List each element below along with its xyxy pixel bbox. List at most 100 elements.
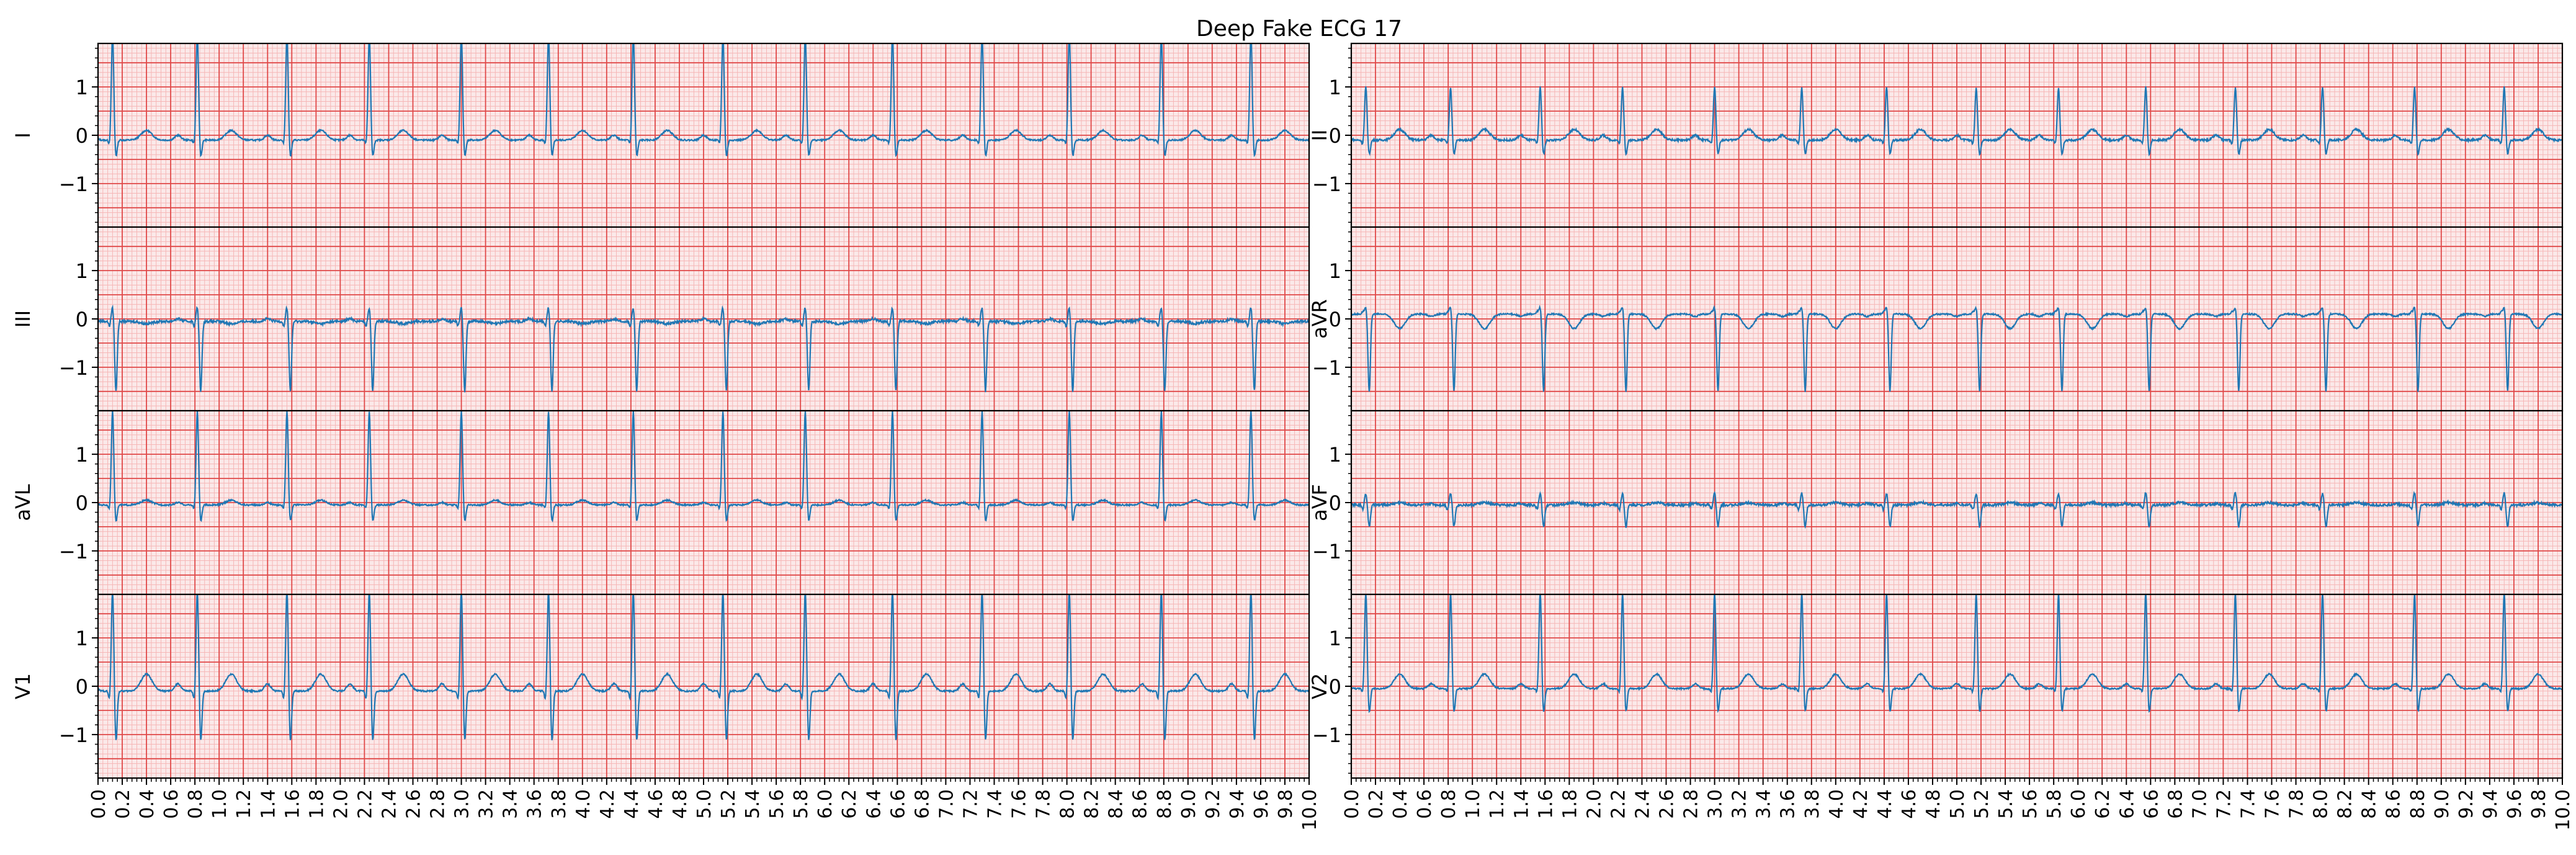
x-tick-label: 7.8 — [2286, 789, 2308, 819]
lead-label-v1: V1 — [11, 673, 35, 699]
x-tick-label: 7.0 — [936, 789, 957, 819]
x-tick-label: 5.8 — [790, 789, 812, 819]
x-tick-label: 1.2 — [1487, 789, 1508, 819]
y-tick-label: 1 — [76, 627, 88, 650]
x-tick-label: 4.8 — [669, 789, 691, 819]
x-tick-label: 8.2 — [2335, 789, 2356, 819]
x-tick-label: 6.2 — [839, 789, 861, 819]
y-tick-label: 0 — [1329, 491, 1341, 515]
lead-label-v2: V2 — [1308, 673, 1331, 699]
x-tick-label: 2.8 — [427, 789, 449, 819]
lead-panel-iii: 1 0 −1 III — [11, 226, 1310, 412]
x-tick-label: 0.2 — [1366, 789, 1387, 819]
x-tick-label: 1.8 — [1559, 789, 1581, 819]
x-tick-label: 2.0 — [330, 789, 352, 819]
x-tick-label: 5.4 — [1995, 789, 2017, 819]
x-tick-label: 8.0 — [1057, 789, 1079, 819]
x-tick-label: 0.8 — [1438, 789, 1460, 819]
x-tick-label: 4.8 — [1923, 789, 1944, 819]
x-tick-label: 0.6 — [161, 789, 182, 819]
x-tick-label: 8.6 — [2383, 789, 2405, 819]
x-tick-label: 4.6 — [645, 789, 667, 819]
x-tick-label: 4.2 — [1850, 789, 1872, 819]
x-tick-label: 6.0 — [815, 789, 836, 819]
x-tick-label: 7.2 — [2213, 789, 2235, 819]
y-tick-label: 1 — [76, 76, 88, 99]
x-tick-label: 0.6 — [1414, 789, 1436, 819]
x-tick-label: 8.8 — [1154, 789, 1176, 819]
x-tick-label: 2.4 — [378, 789, 400, 819]
x-tick-label: 4.6 — [1898, 789, 1920, 819]
x-tick-label: 10.0 — [2552, 789, 2574, 831]
x-tick-label: 9.0 — [2431, 789, 2453, 819]
lead-panel-i: 1 0 −1 I — [11, 42, 1310, 228]
x-tick-label: 0.2 — [112, 789, 134, 819]
lead-label-avr: aVR — [1308, 299, 1331, 339]
y-tick-label: 1 — [1329, 443, 1341, 467]
x-tick-label: 1.0 — [1462, 789, 1484, 819]
lead-label-i: I — [11, 132, 35, 138]
x-tick-label: 9.2 — [2456, 789, 2477, 819]
x-tick-label: 10.0 — [1299, 789, 1321, 831]
x-tick-label: 8.0 — [2310, 789, 2332, 819]
y-tick-label: −1 — [1312, 540, 1341, 563]
y-tick-label: −1 — [1312, 172, 1341, 196]
x-tick-label: 2.0 — [1583, 789, 1605, 819]
x-tick-label: 6.6 — [887, 789, 909, 819]
x-tick-label: 9.4 — [2480, 789, 2502, 819]
x-tick-label: 3.6 — [1778, 789, 1799, 819]
x-tick-label: 3.6 — [524, 789, 546, 819]
x-tick-label: 9.8 — [2528, 789, 2550, 819]
x-tick-label: 6.2 — [2092, 789, 2114, 819]
figure-title: Deep Fake ECG 17 — [1196, 16, 1402, 42]
x-tick-label: 6.6 — [2140, 789, 2162, 819]
y-tick-label: 0 — [1329, 308, 1341, 331]
x-tick-label: 5.0 — [1947, 789, 1969, 819]
x-tick-label: 6.0 — [2068, 789, 2090, 819]
x-tick-label: 3.8 — [1802, 789, 1823, 819]
x-tick-label: 0.4 — [1390, 789, 1411, 819]
y-minor-ticks — [95, 415, 98, 590]
x-tick-label: 5.4 — [742, 789, 764, 819]
x-tick-label: 9.0 — [1178, 789, 1200, 819]
x-tick-label: 5.0 — [694, 789, 715, 819]
y-tick-label: 1 — [1329, 259, 1341, 283]
x-tick-label: 5.6 — [766, 789, 788, 819]
lead-label-avf: aVF — [1308, 484, 1331, 521]
x-tick-label: 3.2 — [1729, 789, 1751, 819]
x-tick-label: 9.8 — [1275, 789, 1297, 819]
y-tick-label: 0 — [76, 124, 88, 148]
y-tick-label: −1 — [59, 356, 88, 380]
lead-panel-avf: 1 0 −1 aVF — [1308, 410, 2564, 596]
x-tick-label: 1.0 — [209, 789, 231, 819]
lead-panels: 10−1I10−1II10−1III10−1aVR10−1aVL10−1aVF1… — [11, 42, 2574, 831]
x-tick-label: 0.0 — [1341, 789, 1363, 819]
y-minor-ticks — [1348, 415, 1351, 590]
y-tick-label: 0 — [76, 308, 88, 331]
y-tick-label: −1 — [59, 723, 88, 747]
x-tick-label: 2.4 — [1632, 789, 1653, 819]
x-tick-label: 6.8 — [911, 789, 933, 819]
x-tick-label: 4.4 — [621, 789, 643, 819]
ecg-trace-iii — [98, 304, 1309, 393]
x-tick-label: 4.0 — [573, 789, 594, 819]
y-tick-label: 0 — [76, 675, 88, 699]
x-tick-label: 3.4 — [1753, 789, 1775, 819]
y-minor-ticks — [1348, 48, 1351, 223]
x-tick-label: 3.4 — [500, 789, 522, 819]
y-tick-label: 1 — [1329, 76, 1341, 99]
x-tick-label: 1.8 — [306, 789, 328, 819]
ecg-trace-i — [98, 43, 1309, 158]
x-tick-label: 2.8 — [1681, 789, 1702, 819]
ecg-trace-v2 — [1351, 594, 2562, 714]
lead-label-ii: II — [1308, 130, 1331, 141]
ecg-trace-avf — [1351, 491, 2562, 529]
ecg-trace-ii — [1351, 86, 2562, 157]
y-tick-label: 0 — [76, 491, 88, 515]
y-tick-label: 1 — [1329, 627, 1341, 650]
lead-label-avl: aVL — [11, 484, 35, 521]
x-tick-label: 7.0 — [2189, 789, 2211, 819]
x-tick-label: 6.4 — [2116, 789, 2138, 819]
